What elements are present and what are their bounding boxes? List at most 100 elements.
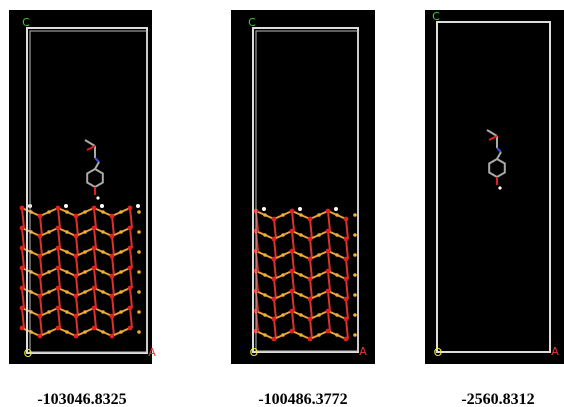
axis-label-a: A: [359, 345, 367, 358]
atom: [83, 270, 87, 274]
atom: [344, 277, 349, 282]
atom: [119, 330, 123, 334]
atom: [47, 250, 51, 254]
atom: [335, 273, 339, 277]
atom: [101, 230, 105, 234]
atom: [47, 310, 51, 314]
atom: [281, 253, 285, 257]
atom: [317, 333, 321, 337]
atom: [47, 230, 51, 234]
atom: [83, 330, 87, 334]
atom: [335, 213, 339, 217]
atom: [83, 230, 87, 234]
figure: COA-103046.8325COA-100486.3772COA-2560.8…: [0, 0, 564, 407]
atom: [308, 237, 313, 242]
atom: [335, 333, 339, 337]
atom: [137, 310, 141, 314]
atom: [290, 229, 295, 234]
atom: [92, 306, 97, 311]
atom: [308, 277, 313, 282]
atom: [281, 233, 285, 237]
atom: [272, 257, 277, 262]
atom: [119, 290, 123, 294]
atom: [137, 250, 141, 254]
atom: [128, 226, 133, 231]
atom: [344, 257, 349, 262]
atom: [56, 266, 61, 271]
atom: [326, 309, 331, 314]
atom: [65, 270, 69, 274]
atom: [38, 314, 43, 319]
atom: [353, 293, 357, 297]
atom: [344, 317, 349, 322]
atom: [308, 217, 313, 222]
atom: [137, 270, 141, 274]
atom: [344, 297, 349, 302]
atom: [74, 334, 79, 339]
atom: [353, 253, 357, 257]
atom: [281, 273, 285, 277]
atom: [92, 206, 97, 211]
axis-label-c: C: [248, 16, 256, 29]
atom: [317, 313, 321, 317]
atom: [110, 214, 115, 219]
atom: [290, 329, 295, 334]
atom: [56, 326, 61, 331]
atom: [38, 334, 43, 339]
axis-label-o: O: [24, 347, 33, 360]
atom: [74, 274, 79, 279]
atom: [119, 250, 123, 254]
atom: [263, 253, 267, 257]
atom: [101, 310, 105, 314]
atom: [299, 253, 303, 257]
atom: [92, 286, 97, 291]
atom: [326, 269, 331, 274]
atom: [128, 326, 133, 331]
structure-panel: C O A: [425, 10, 564, 364]
atom: [299, 333, 303, 337]
atom: [47, 270, 51, 274]
atom: [281, 313, 285, 317]
atom: [47, 210, 51, 214]
atom: [263, 213, 267, 217]
atom: [83, 210, 87, 214]
atom: [110, 334, 115, 339]
atom: [65, 230, 69, 234]
h-atom: [498, 186, 501, 189]
atom: [290, 309, 295, 314]
atom: [272, 297, 277, 302]
axis-label-c: C: [432, 10, 440, 23]
atom: [299, 273, 303, 277]
structure-panel: COA: [9, 10, 156, 364]
atom: [353, 233, 357, 237]
energy-label: -103046.8325: [37, 391, 126, 407]
atom: [110, 314, 115, 319]
atom: [344, 337, 349, 342]
atom: [119, 270, 123, 274]
atom: [20, 226, 25, 231]
atom: [317, 253, 321, 257]
atom: [353, 213, 357, 217]
atom: [299, 293, 303, 297]
atom: [92, 266, 97, 271]
atom: [263, 293, 267, 297]
atom: [101, 270, 105, 274]
atom: [65, 330, 69, 334]
atom: [38, 234, 43, 239]
atom: [344, 237, 349, 242]
axis-label-a: A: [551, 345, 559, 358]
atom: [335, 253, 339, 257]
h-atom: [262, 207, 266, 211]
atom: [272, 277, 277, 282]
atom: [272, 217, 277, 222]
axis-label-o: O: [434, 346, 443, 359]
atom: [263, 313, 267, 317]
atom: [20, 246, 25, 251]
atom: [101, 210, 105, 214]
axis-label-a: A: [148, 346, 156, 359]
energy-label: -100486.3772: [258, 391, 347, 407]
atom: [65, 290, 69, 294]
atom: [317, 233, 321, 237]
axis-label-o: O: [250, 346, 259, 359]
atom: [83, 310, 87, 314]
